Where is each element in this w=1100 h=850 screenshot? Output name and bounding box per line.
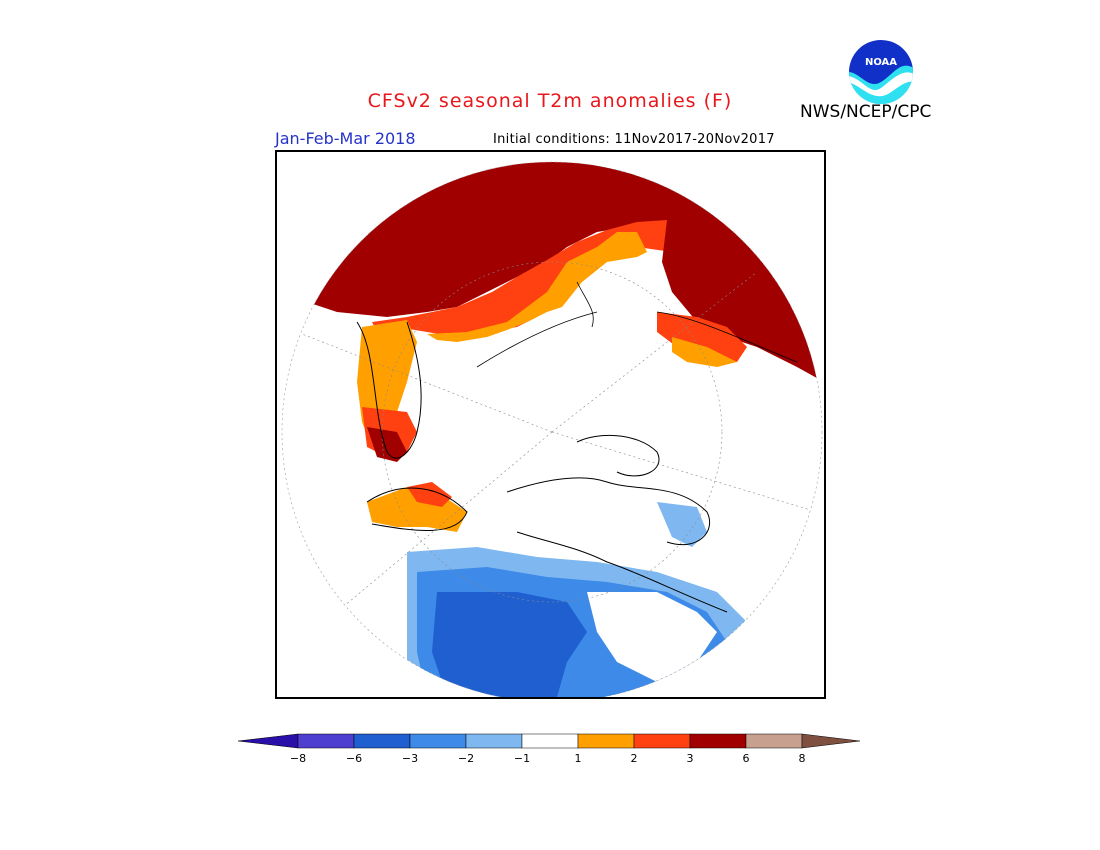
legend-swatch — [297, 733, 355, 749]
legend-tick: −8 — [289, 752, 307, 765]
anomaly-region-dark-red-east — [662, 220, 822, 382]
legend-tick: −2 — [457, 752, 475, 765]
coastline — [476, 311, 598, 368]
north-america-neutral-region — [587, 592, 717, 682]
legend-swatch — [577, 733, 635, 749]
forecast-period: Jan-Feb-Mar 2018 — [275, 129, 416, 148]
legend-swatch — [801, 733, 861, 749]
legend-tick: 6 — [742, 752, 750, 765]
anomaly-region-light-blue-east — [657, 502, 707, 547]
anomaly-region-dark-red-west — [367, 427, 407, 462]
legend-swatch — [238, 733, 299, 749]
anomaly-region-orange-east — [672, 337, 737, 367]
legend-tick: −1 — [513, 752, 531, 765]
polar-map — [275, 150, 826, 699]
chart-title: CFSv2 seasonal T2m anomalies (F) — [367, 90, 733, 112]
coastline — [516, 531, 728, 613]
legend-swatch — [745, 733, 803, 749]
legend-tick: 8 — [798, 752, 806, 765]
arctic-neutral-region — [467, 312, 677, 492]
coastline — [656, 311, 798, 363]
legend-swatch — [353, 733, 411, 749]
coastline — [506, 477, 711, 546]
legend-tick: 2 — [630, 752, 638, 765]
noaa-logo-text: NOAA — [865, 57, 897, 68]
anomaly-region-dark-blue — [432, 592, 587, 697]
anomaly-region-dark-red — [282, 162, 822, 362]
coastline — [576, 281, 594, 328]
legend-swatch — [689, 733, 747, 749]
legend-swatch — [465, 733, 523, 749]
noaa-logo-icon: NOAA — [849, 40, 913, 104]
coastline — [576, 434, 660, 477]
legend-swatch — [633, 733, 691, 749]
legend-swatch — [409, 733, 467, 749]
agency-label: NWS/NCEP/CPC — [800, 102, 932, 122]
anomaly-region-red-east — [657, 312, 747, 362]
legend-tick: 1 — [574, 752, 582, 765]
color-legend — [238, 733, 861, 749]
coastline — [366, 487, 468, 532]
legend-tick: 3 — [686, 752, 694, 765]
map-canvas — [281, 161, 823, 697]
legend-tick: −6 — [345, 752, 363, 765]
legend-tick: −3 — [401, 752, 419, 765]
anomaly-region-orange — [427, 232, 647, 342]
coastline — [356, 321, 422, 459]
legend-swatch — [521, 733, 579, 749]
initial-conditions: Initial conditions: 11Nov2017-20Nov2017 — [493, 132, 775, 147]
